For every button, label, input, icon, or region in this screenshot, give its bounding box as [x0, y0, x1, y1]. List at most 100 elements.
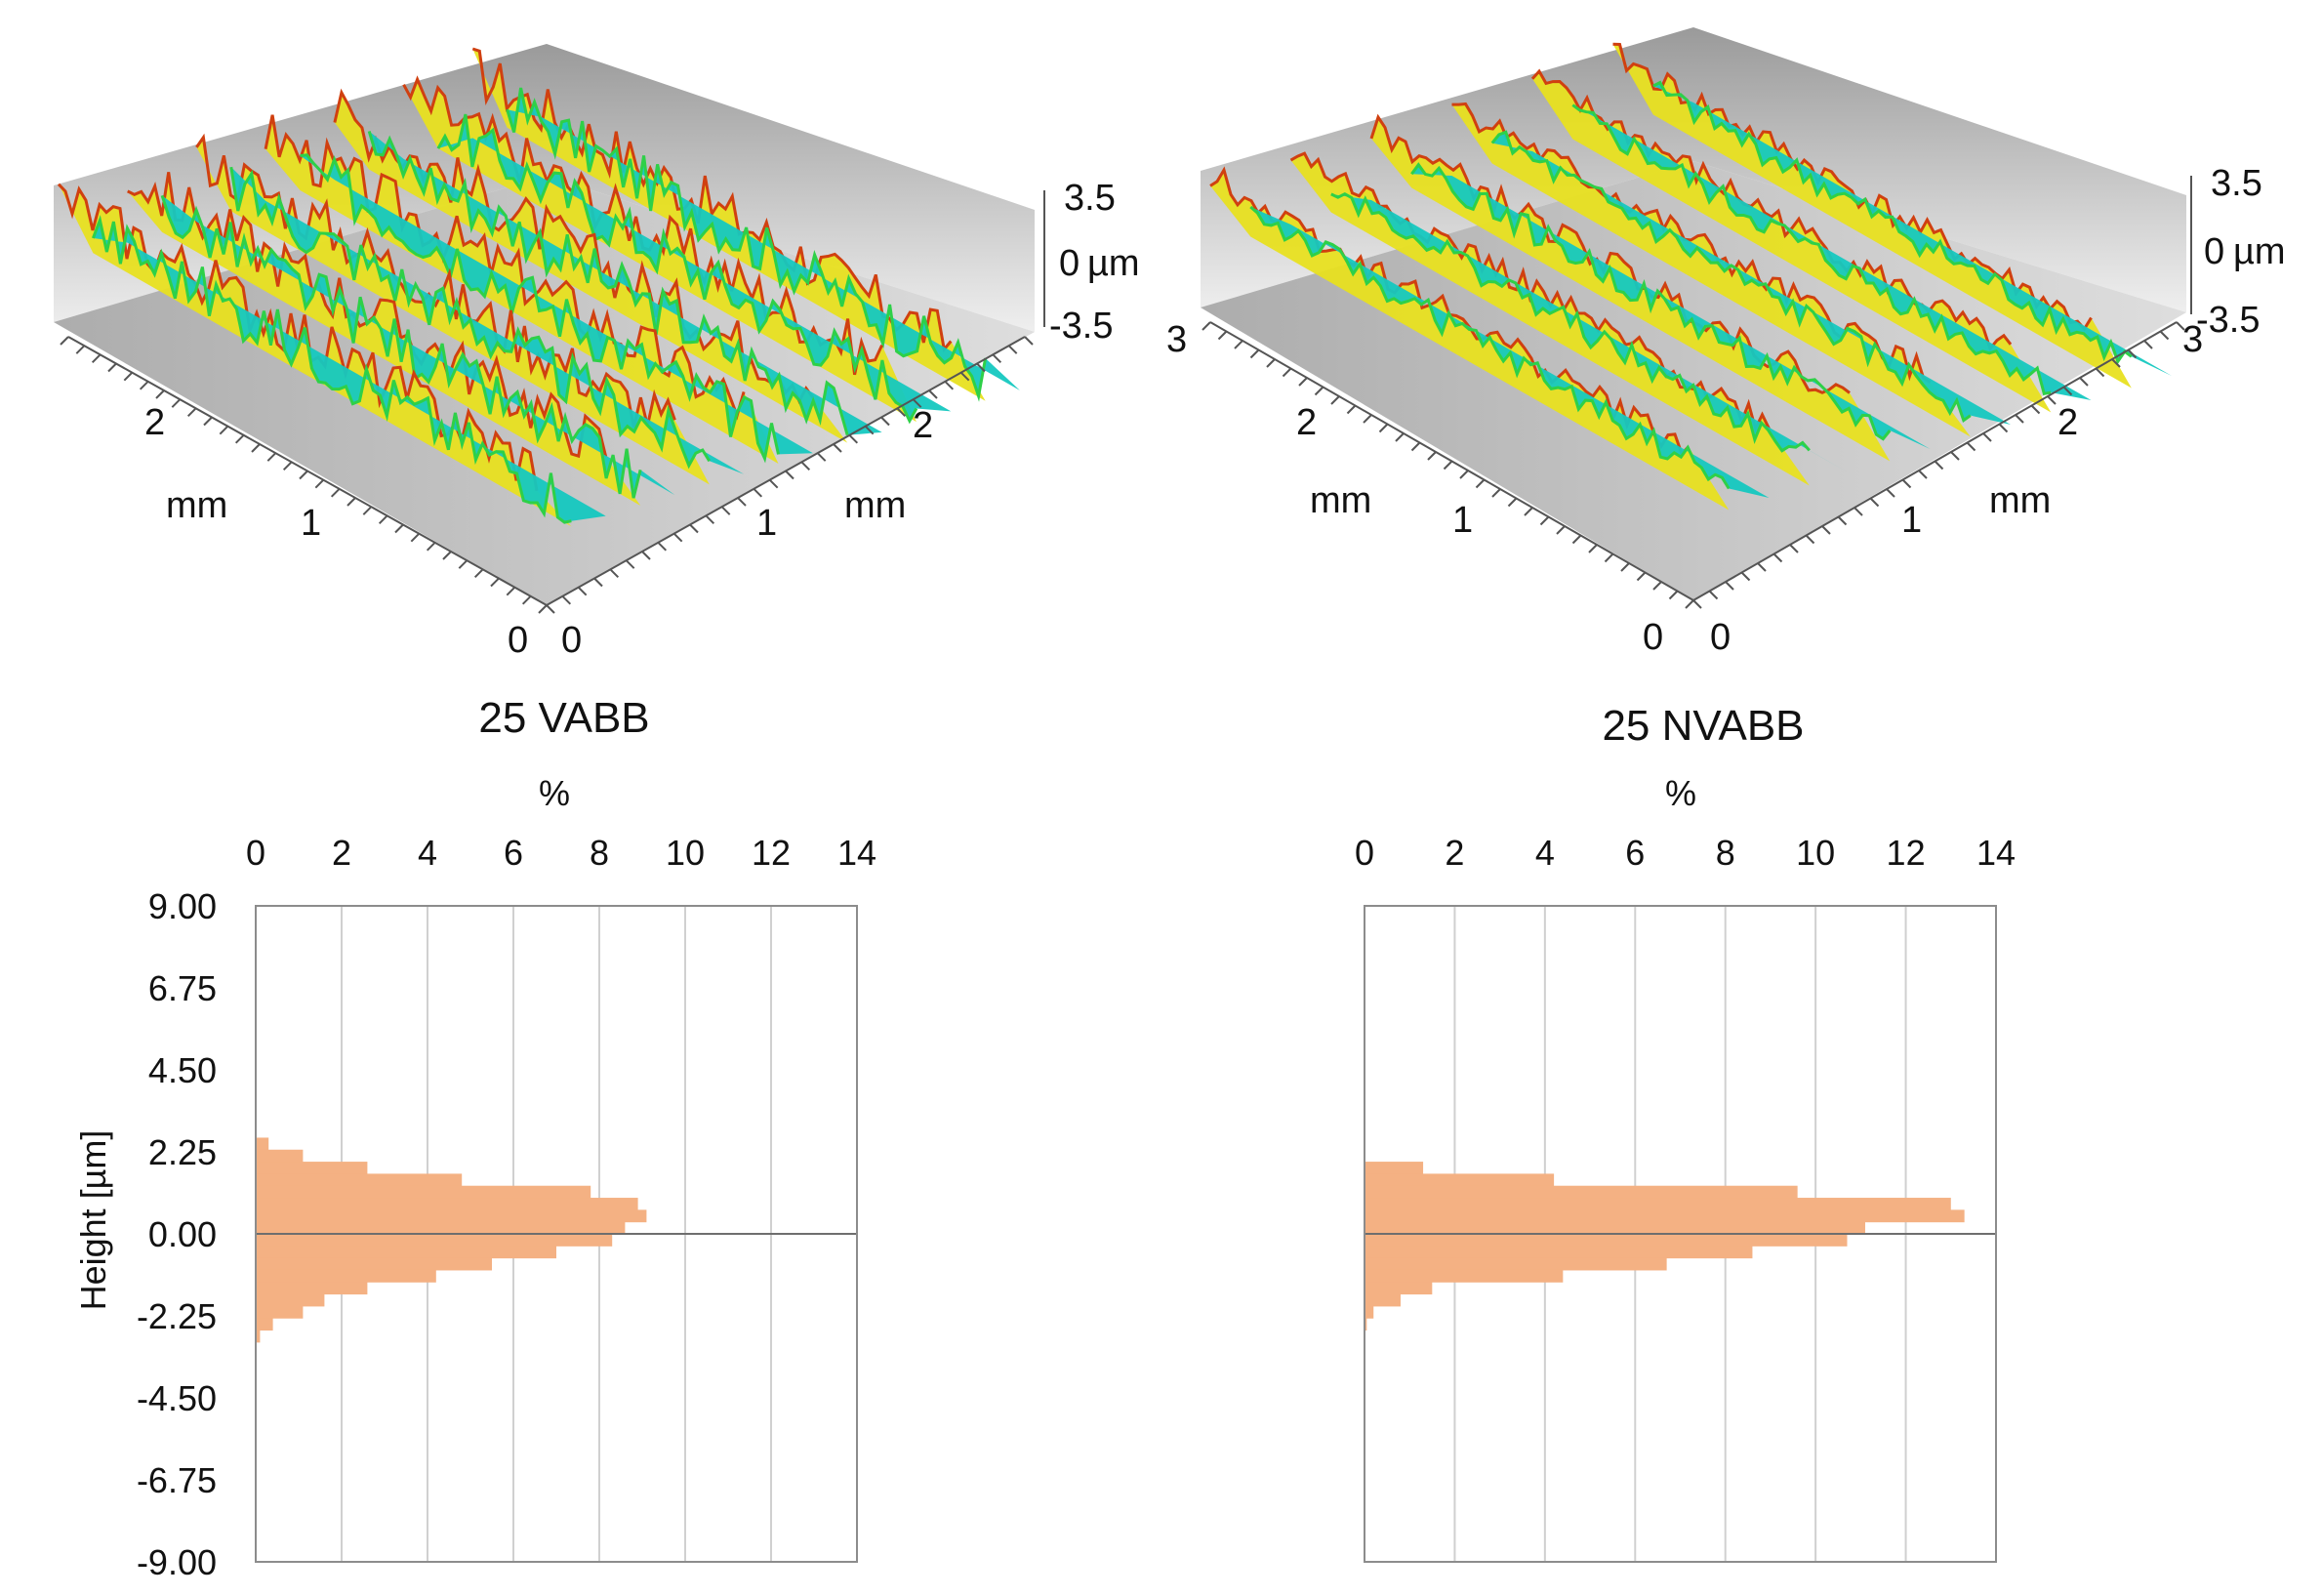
histogram-x-tick-label: 10 — [666, 833, 705, 873]
surface-tick — [1668, 590, 1679, 600]
surface-tick — [1249, 348, 1260, 359]
surface-tick — [1934, 460, 1944, 471]
surface-tick — [426, 542, 436, 552]
histogram-bar — [1365, 1246, 1753, 1259]
surface-tick — [800, 461, 811, 471]
surface-tick — [1007, 345, 1018, 354]
surface-tick-y-1: 1 — [1901, 500, 1922, 541]
surface-tick — [1282, 367, 1292, 378]
surface-ridge — [1652, 82, 2172, 376]
surface-tick — [538, 604, 548, 614]
histogram-bar — [256, 1293, 325, 1307]
surface-tick — [1886, 488, 1895, 498]
surface-tick — [1539, 515, 1550, 526]
surface-ridge-crest — [471, 47, 953, 353]
histogram-x-tick-label: 6 — [504, 833, 523, 873]
histogram-bar — [1365, 1162, 1424, 1174]
surface-tick — [2047, 395, 2057, 405]
histogram-y-tick-label: 0.00 — [148, 1214, 217, 1254]
surface-tick — [1685, 599, 1694, 609]
histogram-frame — [255, 905, 858, 1563]
surface-tick — [1298, 377, 1308, 387]
surface-tick-z-top: 3.5 — [1064, 178, 1116, 219]
surface-tick — [362, 506, 373, 515]
surface-tick — [864, 425, 875, 435]
surface-tick — [768, 478, 779, 489]
surface-title: 25 NVABB — [1602, 702, 1804, 750]
surface-tick — [1024, 336, 1034, 346]
surface-tick — [609, 568, 620, 579]
surface-ridge-crest — [1451, 102, 1932, 385]
histogram-bar — [256, 1209, 647, 1223]
surface-tick — [625, 559, 635, 569]
surface-ridge-crest — [1330, 192, 1811, 453]
surface-ridge-crest — [1571, 103, 2052, 396]
surface-tick — [521, 595, 532, 605]
surface-tick — [2030, 404, 2041, 415]
histogram-x-tick-label: 0 — [246, 833, 265, 873]
surface-tick — [720, 506, 731, 515]
surface-ridge-crest — [1249, 205, 1731, 490]
surface-tick — [1443, 460, 1453, 471]
surface-tick — [299, 470, 308, 480]
surface-back-wall — [54, 44, 1035, 332]
surface-ridge — [437, 114, 952, 422]
surface-tick-z-bottom: -3.5 — [1049, 306, 1113, 347]
surface-tick — [1202, 321, 1211, 331]
surface-ridge-crest — [91, 215, 572, 524]
surface-tick — [1491, 488, 1501, 498]
histogram-bar — [1365, 1198, 1951, 1210]
surface-tick — [2159, 330, 2170, 341]
surface-tick — [186, 407, 197, 418]
surface-tick — [2095, 367, 2105, 378]
surface-tick — [1966, 441, 1976, 452]
surface-tick — [880, 416, 890, 427]
surface-axis-ticks — [60, 336, 1034, 614]
surface-tick — [251, 443, 261, 453]
surface-tick — [378, 514, 388, 525]
histogram-x-tick-label: 8 — [1716, 833, 1735, 873]
surface-tick — [1427, 451, 1437, 461]
surface-tick — [577, 586, 588, 596]
surface-tick — [785, 470, 794, 480]
histogram-x-tick-label: 10 — [1796, 833, 1835, 873]
surface-tick — [976, 362, 986, 373]
histogram-bar — [256, 1149, 304, 1163]
surface-ridge-crest — [1530, 68, 2013, 352]
histogram-bar — [256, 1246, 556, 1259]
surface-tick — [1757, 562, 1767, 572]
surface-tick — [123, 371, 134, 382]
surface-ridge-crest — [367, 130, 849, 436]
surface-ridge-crest — [160, 194, 642, 499]
surface-tick — [473, 568, 484, 579]
histogram-x-tick-label: 12 — [1887, 833, 1926, 873]
histogram-bar — [256, 1305, 304, 1319]
histogram-y-tick-label: -4.50 — [137, 1378, 217, 1418]
surface-tick — [1652, 581, 1662, 591]
surface-tick — [1314, 386, 1324, 396]
surface-tick — [848, 434, 859, 444]
surface-tick — [234, 434, 245, 444]
histogram-bar — [1365, 1234, 1848, 1247]
surface-tick — [816, 452, 827, 462]
surface-tick — [2143, 340, 2153, 349]
surface-tick — [992, 353, 1002, 364]
surface-tick — [203, 416, 213, 427]
histogram-bar — [1365, 1318, 1367, 1331]
histogram-bar — [1365, 1221, 1865, 1235]
surface-tick — [1217, 330, 1228, 341]
surface-ridge-crest — [195, 133, 676, 429]
surface-tick-x-2: 2 — [144, 402, 165, 443]
histogram-x-tick-label: 4 — [418, 833, 437, 873]
histogram-x-tick-label: 0 — [1355, 833, 1374, 873]
histogram-bar — [256, 1330, 261, 1343]
surface-tick-x-0: 0 — [508, 620, 528, 661]
surface-plot-vabb: 0 1 2 mm 0 1 2 mm 3.5 0 µm -3.5 25 VABB — [54, 44, 1140, 742]
surface-tick — [672, 532, 683, 543]
histogram-bar — [1365, 1257, 1667, 1271]
histogram-y-label: Height [µm] — [73, 1130, 113, 1311]
surface-tick — [91, 353, 102, 364]
surface-tick-z-mid: 0 — [1059, 243, 1080, 284]
histogram-x-tick-label: 14 — [1976, 833, 2016, 873]
